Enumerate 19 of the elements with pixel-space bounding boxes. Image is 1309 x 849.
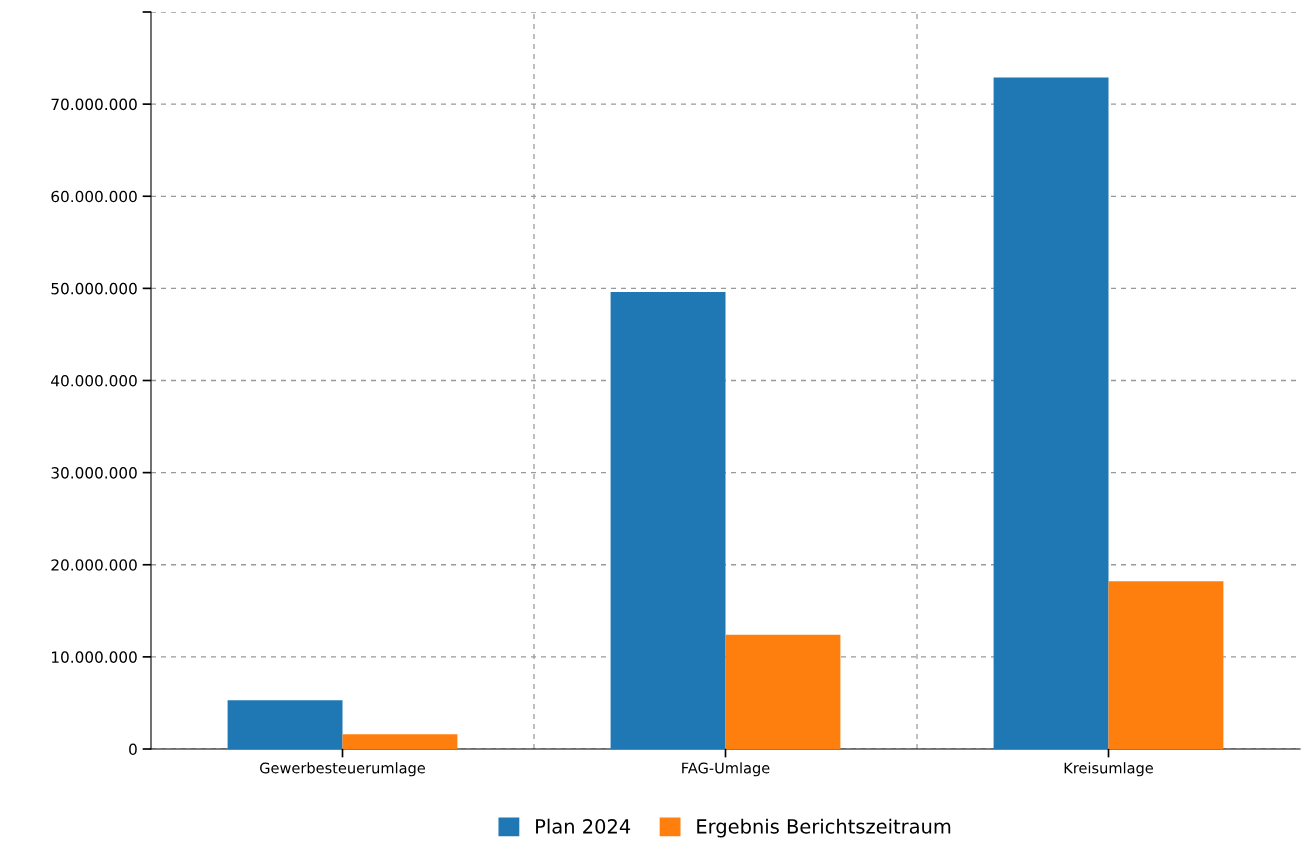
bar [342, 734, 458, 749]
y-tick-label: 0 [129, 743, 137, 756]
bar [227, 700, 343, 749]
bar [1108, 581, 1224, 749]
y-tick-label: 60.000.000 [51, 190, 137, 203]
y-tick-label: 50.000.000 [51, 282, 137, 295]
y-tick-label: 10.000.000 [52, 651, 137, 663]
x-tick-label: Kreisumlage [1064, 762, 1153, 777]
bar [610, 292, 726, 749]
x-tick-label: Gewerbesteuerumlage [260, 762, 425, 777]
bar [725, 634, 841, 749]
y-tick-label: 30.000.000 [51, 467, 137, 479]
bar [993, 77, 1109, 749]
y-tick-label: 20.000.000 [51, 559, 137, 571]
y-tick-label: 70.000.000 [51, 98, 137, 111]
y-tick-label: 40.000.000 [51, 374, 137, 387]
x-tick-label: FAG-Umlage [682, 762, 770, 777]
legend-label: Plan 2024 [536, 818, 631, 834]
legend-label: Ergebnis Berichtszeitraum [697, 818, 951, 838]
